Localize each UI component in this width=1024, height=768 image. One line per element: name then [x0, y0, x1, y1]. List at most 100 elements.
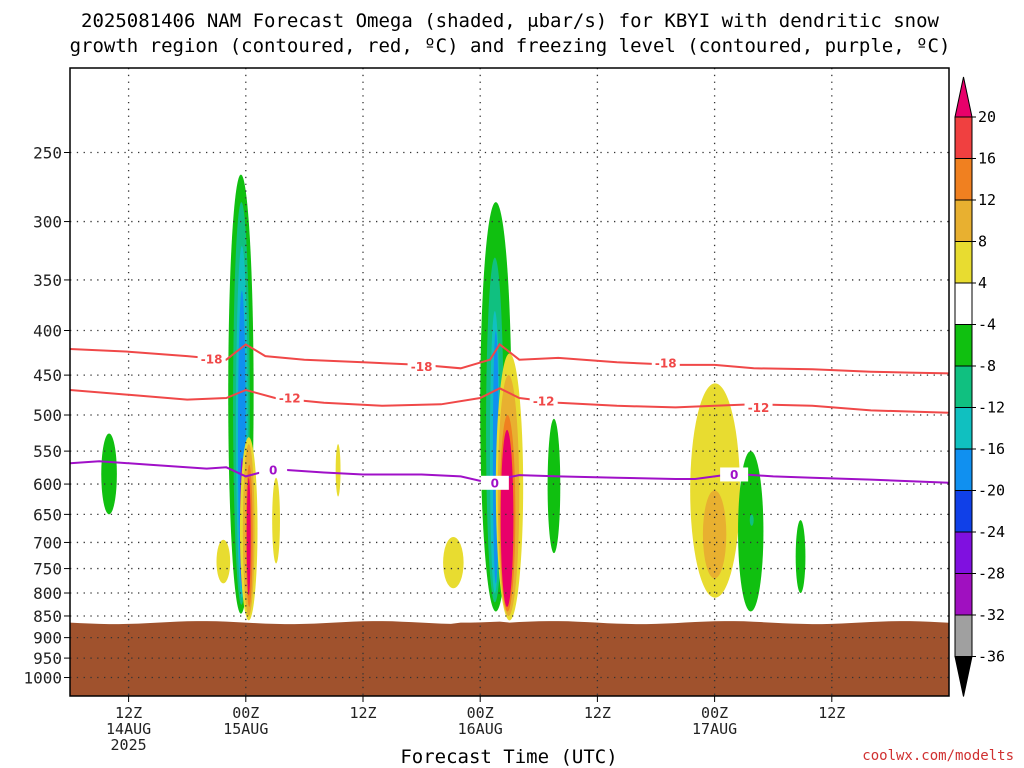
contour-label-bg-8 [720, 467, 749, 482]
y-tick-label-400: 400 [33, 322, 62, 341]
y-tick-label-250: 250 [33, 144, 62, 163]
omega-region-28 [795, 520, 806, 594]
plot-grid [70, 68, 949, 696]
omega-region-12 [335, 444, 341, 497]
x-tick-label--12-1: 14AUG [106, 720, 151, 738]
contour-label-6: 0 [269, 463, 277, 477]
colorbar-swatch-10 [954, 490, 973, 533]
contour-label-5: -12 [748, 401, 770, 415]
contour-label-bg-5 [744, 400, 773, 415]
y-tick-label-900: 900 [33, 629, 62, 648]
x-tick-label--12-0: 12Z [115, 704, 142, 722]
colorbar-label-13: -36 [978, 648, 1005, 666]
x-axis-label: Forecast Time (UTC) [400, 746, 617, 768]
omega-region-23 [547, 418, 561, 554]
colorbar-swatch-13 [954, 614, 973, 657]
y-tick-label-500: 500 [33, 406, 62, 425]
omega-region-11 [272, 477, 280, 564]
y-tick-label-350: 350 [33, 271, 62, 290]
omega-region-13 [101, 433, 117, 515]
pressure-axis: 250 300 350 400 450 500 550 600 650 700 750 800 850 9… [23, 144, 70, 688]
colorbar-swatch-2 [954, 158, 973, 201]
chart-title-line2: growth region (contoured, red, ºC) and f… [70, 35, 951, 57]
y-tick-label-800: 800 [33, 584, 62, 603]
omega-region-25 [702, 490, 727, 579]
y-tick-label-850: 850 [33, 607, 62, 626]
contour-label-bg-1 [407, 359, 436, 374]
colorbar-label-4: 4 [978, 274, 987, 292]
x-tick-label-12-0: 12Z [349, 704, 376, 722]
contour-label-8: 0 [730, 468, 738, 482]
x-tick-label--12-2: 2025 [111, 736, 147, 754]
y-tick-label-950: 950 [33, 649, 62, 668]
colorbar-bottom-arrow [954, 656, 973, 697]
colorbar-swatch-7 [954, 365, 973, 408]
colorbar-label-12: -32 [978, 606, 1005, 624]
colorbar-label-9: -20 [978, 482, 1005, 500]
y-tick-label-550: 550 [33, 442, 62, 461]
colorbar-swatch-4 [954, 241, 973, 284]
colorbar-swatch-5 [954, 282, 973, 325]
colorbar-label-0: 20 [978, 108, 996, 126]
contour-label-bg-6 [259, 462, 288, 477]
colorbar-top-arrow [954, 76, 973, 118]
contour-label-7: 0 [491, 476, 499, 490]
colorbar-swatch-3 [954, 199, 973, 242]
omega-region-9 [246, 477, 251, 596]
colorbar-label-2: 12 [978, 191, 996, 209]
contour-label-bg-0 [197, 351, 226, 366]
omega-region-14 [443, 536, 464, 589]
contour-label-bg-3 [275, 390, 304, 405]
y-tick-label-450: 450 [33, 366, 62, 385]
ground-surface [70, 621, 949, 696]
colorbar-label-3: 8 [978, 233, 987, 251]
contour-label-bg-2 [651, 356, 680, 371]
x-tick-label-48-1: 17AUG [692, 720, 737, 738]
x-tick-label-36-0: 12Z [584, 704, 611, 722]
colorbar: 20 16 12 8 4 -4 -8 -12 -16 -20 -24 -28 -32 -36 [954, 76, 1005, 697]
x-tick-label-0-1: 15AUG [223, 720, 268, 738]
y-tick-label-700: 700 [33, 533, 62, 552]
colorbar-label-5: -4 [978, 316, 996, 334]
x-tick-label-60-0: 12Z [818, 704, 845, 722]
contour-label-4: -12 [533, 395, 555, 409]
colorbar-label-7: -12 [978, 399, 1005, 417]
temperature-contours: -18 -18 -18 -12 -12 -12 0 0 0 [70, 342, 949, 490]
credit-text[interactable]: coolwx.com/modelts [862, 748, 1014, 764]
x-tick-label-24-1: 16AUG [458, 720, 503, 738]
contour-label-bg-4 [529, 394, 558, 409]
contour-label-0: -18 [201, 352, 223, 366]
omega-shading [101, 174, 806, 621]
colorbar-label-8: -16 [978, 440, 1005, 458]
colorbar-label-6: -8 [978, 357, 996, 375]
plot-frame [69, 67, 950, 697]
colorbar-label-10: -24 [978, 523, 1005, 541]
contour-line-0 [70, 342, 949, 375]
contour-label-2: -18 [655, 357, 677, 371]
colorbar-swatch-1 [954, 116, 973, 159]
omega-region-10 [216, 539, 231, 584]
y-tick-label-300: 300 [33, 213, 62, 232]
colorbar-label-1: 16 [978, 150, 996, 168]
omega-region-26 [738, 451, 764, 612]
colorbar-swatch-8 [954, 407, 973, 450]
y-tick-label-750: 750 [33, 560, 62, 579]
colorbar-swatch-12 [954, 573, 973, 616]
omega-region-27 [749, 514, 754, 526]
contour-label-1: -18 [411, 360, 433, 374]
chart-title-line1: 2025081406 NAM Forecast Omega (shaded, μ… [81, 10, 939, 32]
y-tick-label-650: 650 [33, 505, 62, 524]
x-tick-label-24-0: 00Z [467, 704, 494, 722]
colorbar-swatch-11 [954, 531, 973, 574]
ground-fill [70, 621, 949, 696]
x-tick-label-48-0: 00Z [701, 704, 728, 722]
y-tick-label-600: 600 [33, 475, 62, 494]
y-tick-label-1000: 1000 [23, 669, 62, 688]
contour-label-bg-7 [480, 475, 509, 490]
x-tick-label-0-0: 00Z [232, 704, 259, 722]
omega-region-22 [500, 429, 514, 607]
colorbar-label-11: -28 [978, 565, 1005, 583]
contour-label-3: -12 [279, 391, 301, 405]
